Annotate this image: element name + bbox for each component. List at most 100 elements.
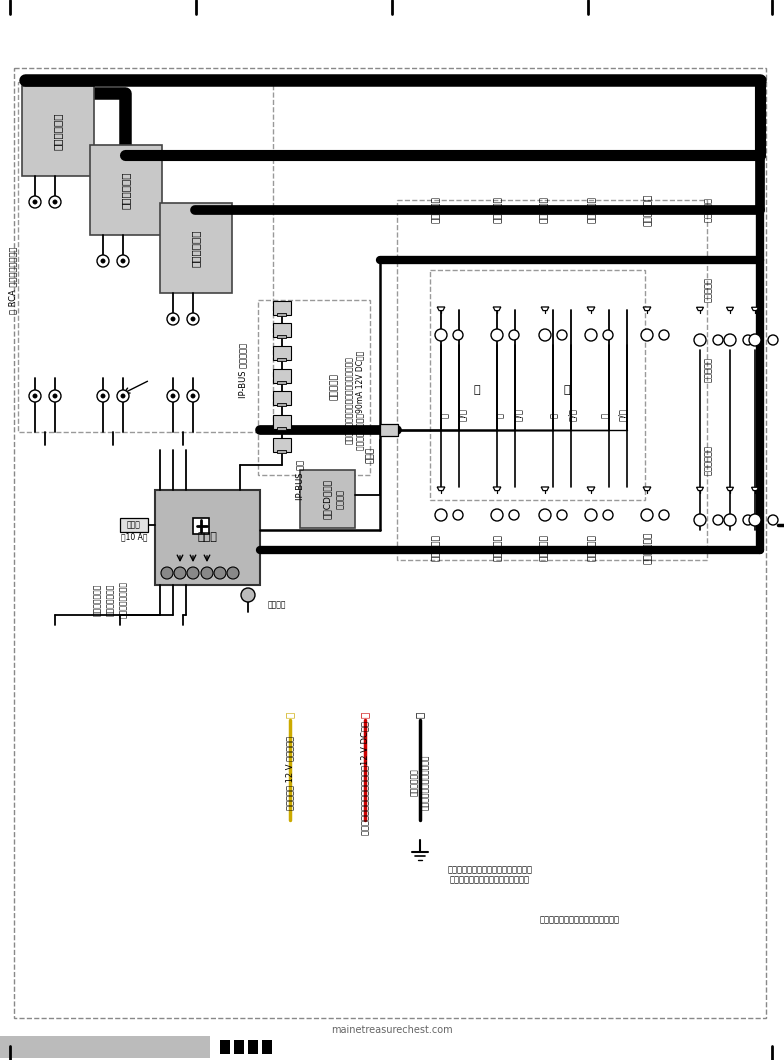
Text: 功放（另售）: 功放（另售） [191,229,201,267]
Text: 后置扬声器: 后置扬声器 [587,196,597,224]
Text: 前置扬声器输出: 前置扬声器输出 [106,584,114,616]
Text: 绿/黑: 绿/黑 [618,408,626,422]
Text: 使用选购放大器时，进行此等连接。: 使用选购放大器时，进行此等连接。 [540,916,620,924]
Text: 后置扬声器: 后置扬声器 [539,534,549,562]
Text: 前置扬声器: 前置扬声器 [431,196,441,224]
Text: 后置扬声器: 后置扬声器 [703,357,713,383]
Text: 白/黑: 白/黑 [568,408,576,422]
Circle shape [174,567,186,579]
Circle shape [435,509,447,522]
Text: 紫/黑: 紫/黑 [514,408,522,422]
Bar [22,86,94,176]
Text: 白: 白 [550,412,558,418]
Circle shape [749,334,761,346]
Bar [14,68,766,1018]
Circle shape [557,510,567,520]
Circle shape [694,334,706,346]
Text: 连接至受点火开关控制的端子（12 V DC）。: 连接至受点火开关控制的端子（12 V DC）。 [361,721,369,835]
Circle shape [167,390,179,402]
Circle shape [97,255,109,267]
Bar [278,335,286,338]
Circle shape [187,390,199,402]
Text: （另售）: （另售） [336,489,344,509]
Circle shape [768,335,778,344]
Text: 黑: 黑 [415,712,425,718]
Circle shape [749,514,761,526]
Bar [273,301,291,315]
Circle shape [585,329,597,341]
Text: 灰/黑: 灰/黑 [458,408,466,422]
Bar [90,145,162,235]
Text: 后置扬声器: 后置扬声器 [539,196,549,224]
Circle shape [53,200,57,205]
Circle shape [641,329,653,341]
Bar [278,381,286,384]
Bar [278,313,286,316]
Circle shape [121,259,125,263]
Circle shape [724,334,736,346]
Text: 对于双扬声器系统，请勿与未连接扬声
端的扬声器引线进行任何形式连接。: 对于双扬声器系统，请勿与未连接扬声 端的扬声器引线进行任何形式连接。 [448,865,532,885]
Text: （机身接地）
连接至洁净、免漆金属处。: （机身接地） 连接至洁净、免漆金属处。 [410,755,430,810]
Circle shape [603,330,613,340]
Circle shape [167,313,179,325]
Text: 系统遥控器: 系统遥控器 [329,373,339,401]
Circle shape [241,588,255,602]
Circle shape [509,330,519,340]
Text: 后: 后 [564,385,570,395]
Text: 功放（另售）: 功放（另售） [53,112,63,149]
Circle shape [29,390,41,402]
Text: 超低音扬声器: 超低音扬声器 [644,194,652,226]
Text: IP-BUS 输入（蓝）: IP-BUS 输入（蓝） [238,342,248,398]
Text: 超低音扬声器: 超低音扬声器 [703,445,713,475]
Polygon shape [727,488,734,491]
Circle shape [713,515,723,525]
Polygon shape [541,307,549,311]
Bar [0,1036,210,1058]
Polygon shape [752,307,758,311]
Text: 黄: 黄 [285,712,295,718]
Text: 功放（另售）: 功放（另售） [121,172,131,209]
Text: 紫: 紫 [495,412,504,418]
Circle shape [191,317,195,321]
Bar [120,518,148,532]
Bar [234,1040,244,1054]
Circle shape [33,394,37,399]
Bar [397,200,707,560]
Text: 蓝／白: 蓝／白 [365,447,375,463]
Circle shape [201,567,213,579]
Bar [273,416,291,429]
Bar [278,358,286,361]
Polygon shape [752,488,758,491]
Circle shape [97,390,109,402]
Text: 后置扬声器: 后置扬声器 [703,278,713,302]
Circle shape [694,514,706,526]
Polygon shape [437,487,445,491]
Text: 红: 红 [360,712,370,718]
Bar [258,300,370,475]
Circle shape [49,196,61,208]
Bar [278,403,286,406]
Circle shape [53,394,57,399]
Circle shape [117,390,129,402]
Circle shape [227,567,239,579]
Text: 本产品: 本产品 [198,532,217,543]
Polygon shape [587,487,595,491]
Text: （10 A）: （10 A） [121,532,147,542]
Circle shape [453,510,463,520]
Circle shape [491,509,503,522]
Bar [155,490,260,585]
Circle shape [641,509,653,522]
Circle shape [557,330,567,340]
Bar [273,346,291,360]
Text: 保险丝: 保险丝 [127,520,141,530]
Polygon shape [643,487,651,491]
Text: 天线插孔: 天线插孔 [268,601,286,610]
Circle shape [491,329,503,341]
Polygon shape [696,307,703,311]
Circle shape [768,515,778,525]
Polygon shape [493,487,501,491]
Text: 前置扬声器: 前置扬声器 [431,534,441,562]
Circle shape [585,509,597,522]
Bar [220,1040,230,1054]
Text: 连接至功放的系统控制端子或自动天线端中
能控制端子（最大90mA 12V DC）。: 连接至功放的系统控制端子或自动天线端中 能控制端子（最大90mA 12V DC）… [345,351,365,449]
